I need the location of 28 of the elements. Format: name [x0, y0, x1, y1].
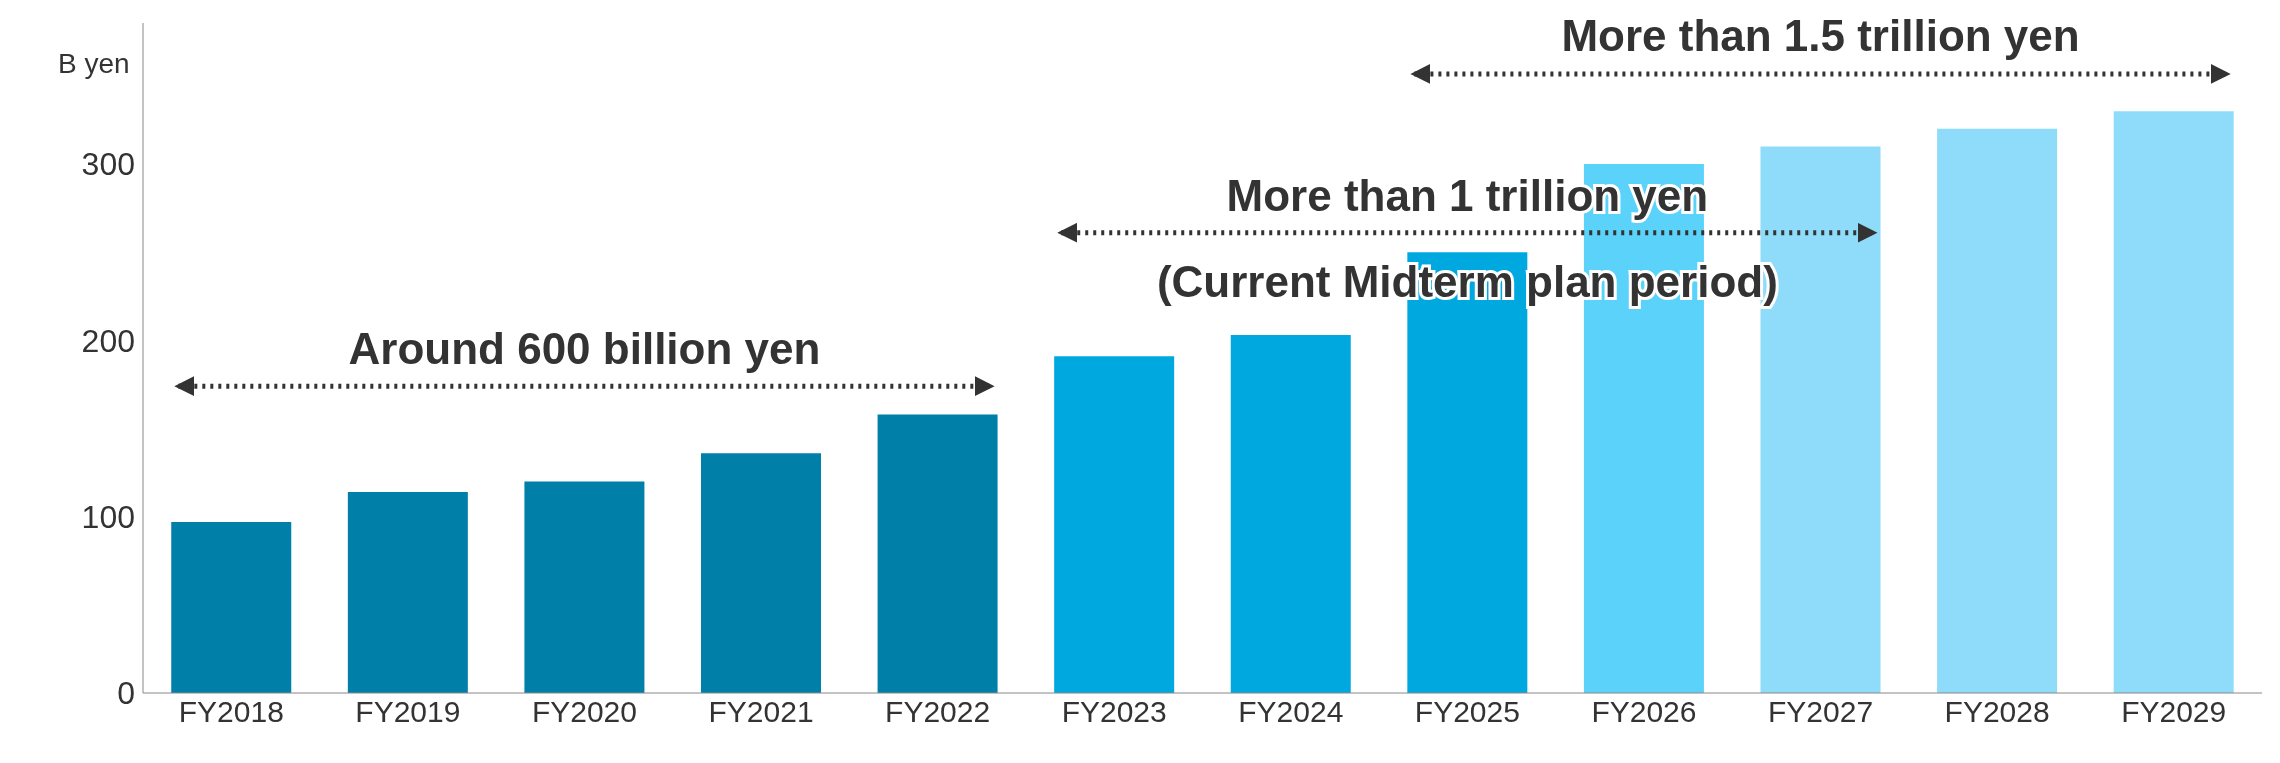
x-tick-label: FY2029	[2121, 695, 2227, 729]
annotation: Around 600 billion yen	[348, 324, 821, 374]
x-tick-label: FY2021	[708, 695, 814, 729]
annotation: More than 1.5 trillion yen	[1561, 10, 2080, 60]
x-tick-label: FY2020	[531, 695, 637, 729]
x-tick-label: FY2025	[1414, 695, 1520, 729]
x-tick-label: FY2028	[1944, 695, 2050, 729]
bar	[701, 453, 821, 693]
x-tick-label: FY2026	[1591, 695, 1697, 729]
y-tick-label: 100	[81, 499, 135, 536]
y-tick-label: 0	[117, 675, 135, 712]
x-tick-label: FY2019	[355, 695, 461, 729]
bar	[347, 492, 468, 693]
x-tick-label: FY2027	[1768, 695, 1874, 729]
y-tick-label: 300	[81, 146, 135, 183]
x-tick-label: FY2022	[885, 695, 991, 729]
bar	[524, 481, 645, 693]
bar	[2113, 111, 2234, 693]
x-tick-label: FY2018	[178, 695, 284, 729]
bar	[171, 521, 292, 693]
y-tick-label: 200	[81, 322, 135, 359]
bar	[1937, 128, 2058, 693]
bar	[877, 414, 998, 693]
x-tick-label: FY2024	[1238, 695, 1344, 729]
x-tick-label: FY2023	[1061, 695, 1167, 729]
y-axis-title: B yen	[58, 48, 130, 79]
bar	[1230, 335, 1351, 693]
bar	[1054, 356, 1175, 693]
